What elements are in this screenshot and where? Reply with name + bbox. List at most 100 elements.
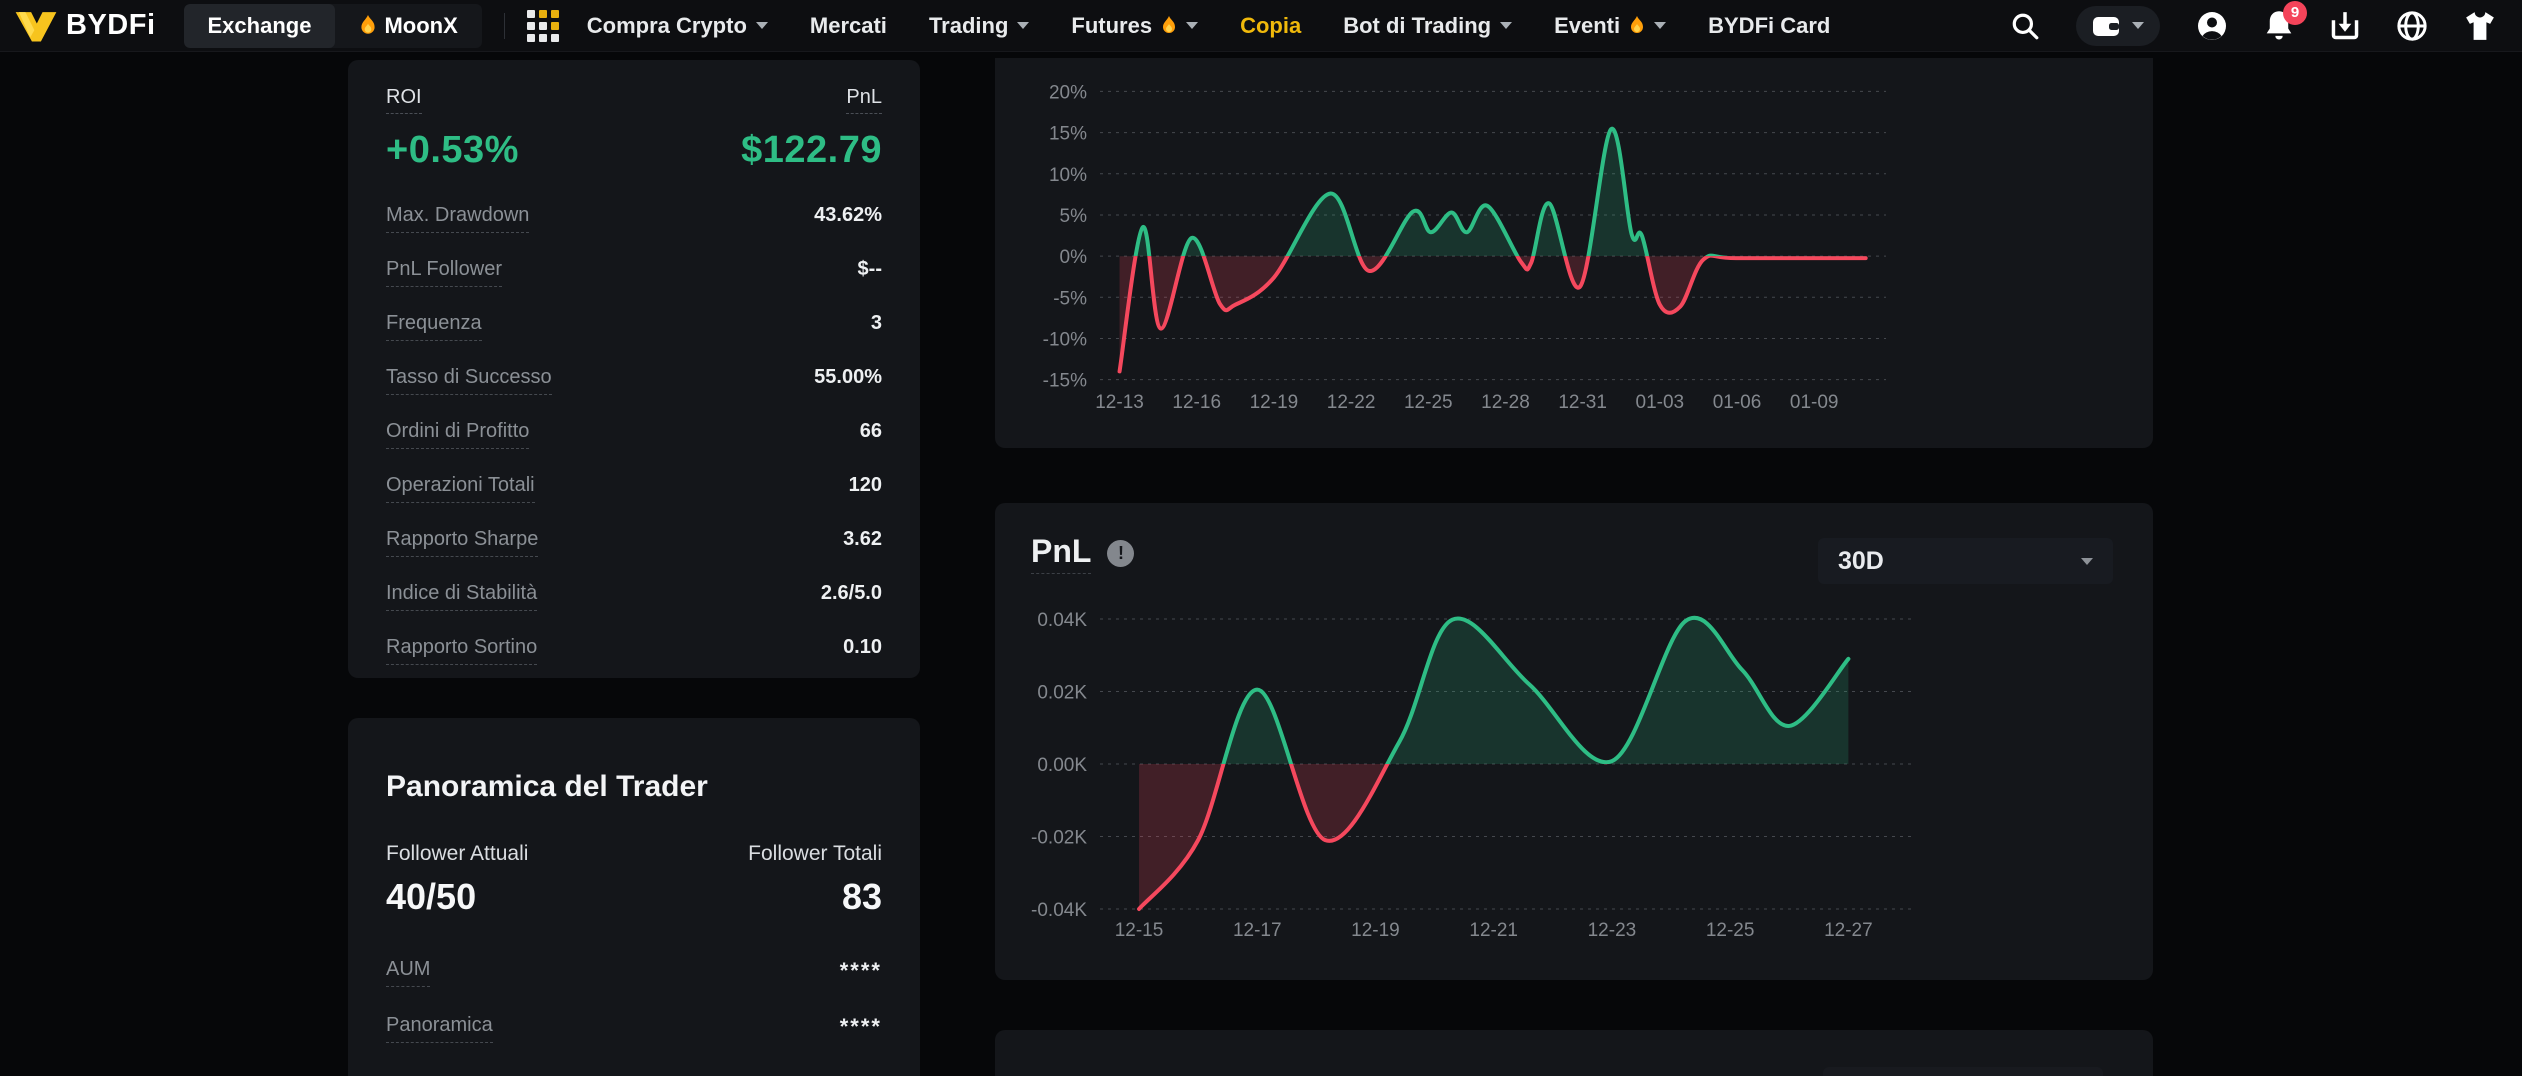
svg-text:12-21: 12-21 — [1469, 920, 1518, 941]
svg-text:12-17: 12-17 — [1233, 920, 1282, 941]
stat-row-pnl-follower: PnL Follower $-- — [386, 258, 882, 312]
pnl-value: $122.79 — [741, 129, 882, 171]
trader-stats-card: ROI +0.53% PnL $122.79 Max. Drawdown 43.… — [348, 60, 920, 678]
svg-text:-15%: -15% — [1043, 371, 1087, 392]
pnl-area-chart: 0.04K 0.02K 0.00K -0.02K -0.04K 12-15 12-17 12-… — [1031, 610, 1914, 941]
svg-text:12-25: 12-25 — [1706, 920, 1755, 941]
svg-text:12-23: 12-23 — [1588, 920, 1637, 941]
svg-text:0.02K: 0.02K — [1037, 682, 1087, 703]
chevron-down-icon — [1017, 22, 1030, 29]
svg-text:12-28: 12-28 — [1481, 392, 1530, 413]
stat-row-ordini-di-profitto: Ordini di Profitto 66 — [386, 420, 882, 474]
trader-overview-card: Panoramica del Trader Follower Attuali F… — [348, 718, 920, 1076]
nav-item-futures[interactable]: Futures — [1071, 13, 1199, 39]
wallet-icon — [2093, 16, 2119, 36]
svg-text:12-13: 12-13 — [1095, 392, 1144, 413]
stats-list: Max. Drawdown 43.62% PnL Follower $-- Fr… — [386, 204, 882, 690]
svg-text:12-22: 12-22 — [1327, 392, 1376, 413]
chevron-down-icon — [755, 22, 768, 29]
chevron-down-icon — [2081, 557, 2093, 565]
total-followers-label: Follower Totali — [748, 842, 882, 865]
apps-grid-icon[interactable] — [526, 9, 559, 42]
svg-text:12-31: 12-31 — [1558, 392, 1607, 413]
product-switcher: Exchange MoonX — [183, 3, 482, 48]
svg-text:12-19: 12-19 — [1351, 920, 1400, 941]
range-selector-dropdown[interactable]: 30D — [1818, 538, 2113, 584]
roi-chart-card: 20% 15% 10% 5% 0% -5% -10% -15% 12-13 12-16 12-19 1… — [995, 58, 2153, 448]
roi-area-chart: 20% 15% 10% 5% 0% -5% -10% -15% 12-13 12-16 12-19 1… — [1043, 82, 1886, 413]
nav-item-compra-crypto[interactable]: Compra Crypto — [587, 13, 768, 39]
svg-text:01-06: 01-06 — [1713, 392, 1762, 413]
language-globe-icon[interactable] — [2396, 10, 2428, 42]
pnl-chart-card: PnL ! 30D 0.04K 0.02K 0.00K -0.02K -0.04K 12-… — [995, 503, 2153, 980]
next-chart-card-partial — [995, 1030, 2153, 1076]
nav-item-bydfi-card[interactable]: BYDFi Card — [1708, 12, 1831, 38]
stat-row-tasso-di-successo: Tasso di Successo 55.00% — [386, 366, 882, 420]
navbar-right-icons: 9 — [2010, 0, 2496, 46]
flame-icon — [1163, 15, 1176, 33]
overview-list: AUM **** Panoramica **** — [386, 958, 882, 1070]
stat-row-rapporto-sharpe: Rapporto Sharpe 3.62 — [386, 528, 882, 582]
chevron-down-icon — [1654, 22, 1667, 29]
desktop-download-icon[interactable] — [2330, 11, 2360, 41]
pnl-label[interactable]: PnL — [846, 86, 882, 114]
nav-item-trading[interactable]: Trading — [929, 13, 1030, 39]
svg-text:0.04K: 0.04K — [1037, 610, 1087, 631]
svg-text:-0.04K: -0.04K — [1031, 900, 1087, 921]
chevron-down-icon — [1186, 22, 1199, 29]
nav-item-eventi[interactable]: Eventi — [1554, 13, 1667, 39]
profile-icon[interactable] — [2196, 10, 2228, 42]
svg-text:-0.02K: -0.02K — [1031, 828, 1087, 849]
nav-divider — [503, 12, 505, 39]
top-navbar: BYDFi Exchange MoonX Compra Crypto Merca… — [0, 0, 2522, 52]
stat-row-indice-di-stabilita: Indice di Stabilità 2.6/5.0 — [386, 582, 882, 636]
range-selected-value: 30D — [1838, 546, 1884, 575]
tab-exchange[interactable]: Exchange — [183, 3, 336, 48]
bydfi-logo[interactable]: BYDFi — [14, 6, 156, 46]
svg-text:20%: 20% — [1049, 82, 1087, 103]
svg-text:12-15: 12-15 — [1115, 920, 1164, 941]
stat-row-operazioni-totali: Operazioni Totali 120 — [386, 474, 882, 528]
svg-text:-5%: -5% — [1053, 288, 1087, 309]
svg-text:12-27: 12-27 — [1824, 920, 1873, 941]
chevron-down-icon — [2132, 22, 2144, 29]
info-icon[interactable]: ! — [1107, 540, 1135, 567]
current-followers-label: Follower Attuali — [386, 842, 529, 865]
followers-labels: Follower Attuali Follower Totali — [386, 842, 882, 866]
followers-values: 40/50 83 — [386, 876, 882, 918]
tab-moonx[interactable]: MoonX — [335, 4, 481, 48]
roi-pnl-summary: ROI +0.53% PnL $122.79 — [386, 60, 882, 172]
main-menu: Compra Crypto Mercati Trading Futures Co… — [587, 13, 1831, 39]
range-selector-dropdown-partial[interactable] — [1823, 1067, 2103, 1076]
svg-text:01-09: 01-09 — [1790, 392, 1839, 413]
svg-text:10%: 10% — [1049, 165, 1087, 186]
nav-item-copia[interactable]: Copia — [1240, 12, 1302, 38]
roi-value: +0.53% — [386, 129, 519, 171]
notifications-bell-icon[interactable]: 9 — [2264, 0, 2307, 42]
pnl-chart-title[interactable]: PnL — [1031, 533, 1092, 574]
search-icon[interactable] — [2010, 11, 2040, 41]
current-followers-value: 40/50 — [386, 876, 477, 917]
nav-item-mercati[interactable]: Mercati — [809, 12, 887, 38]
bydfi-logo-icon — [15, 11, 57, 41]
logo-text: BYDFi — [66, 9, 156, 41]
svg-text:0%: 0% — [1060, 247, 1088, 268]
stat-row-frequenza: Frequenza 3 — [386, 312, 882, 366]
tab-moonx-label: MoonX — [384, 12, 458, 38]
trader-overview-title: Panoramica del Trader — [386, 770, 708, 803]
svg-text:15%: 15% — [1049, 124, 1087, 145]
flame-icon — [1631, 15, 1644, 33]
svg-text:-10%: -10% — [1043, 329, 1087, 350]
masked-value: **** — [839, 958, 882, 983]
nav-item-bot-di-trading[interactable]: Bot di Trading — [1343, 13, 1513, 39]
svg-text:12-16: 12-16 — [1172, 392, 1221, 413]
roi-label[interactable]: ROI — [386, 86, 422, 114]
svg-text:12-25: 12-25 — [1404, 392, 1453, 413]
wallet-button[interactable] — [2076, 5, 2160, 46]
notification-badge: 9 — [2283, 0, 2307, 25]
tshirt-icon[interactable] — [2464, 11, 2496, 41]
masked-value: **** — [839, 1014, 882, 1039]
overview-row-aum: AUM **** — [386, 958, 882, 1014]
svg-text:12-19: 12-19 — [1250, 392, 1299, 413]
